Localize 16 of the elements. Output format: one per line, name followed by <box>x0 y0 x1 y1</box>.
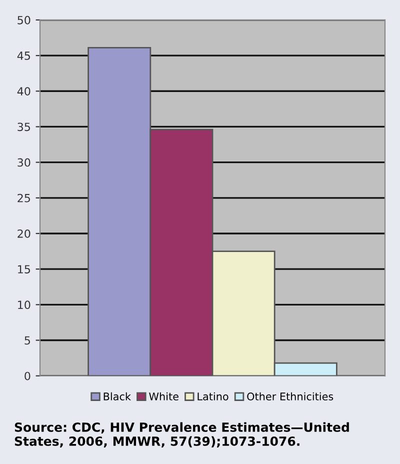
legend-label: Black <box>104 392 131 400</box>
y-tick-label: 20 <box>18 229 30 238</box>
y-tick-label: 15 <box>18 265 30 274</box>
y-tick-label: 40 <box>17 87 30 96</box>
legend-label: Other Ethnicities <box>247 392 334 400</box>
y-tick-label: 30 <box>18 158 30 167</box>
source-note: Source: CDC, HIV Prevalence Estimates—United States, 2006, MMWR, 57(39);1073-1076. <box>14 422 349 448</box>
y-tick-label: 0 <box>24 372 30 380</box>
y-tick-label: 45 <box>17 52 30 60</box>
y-tick-label: 25 <box>18 194 30 202</box>
y-tick-label: 35 <box>18 122 30 132</box>
legend-label: White <box>149 392 178 400</box>
y-tick-label: 50 <box>18 16 30 24</box>
y-tick-label: 5 <box>24 336 30 345</box>
y-tick-label: 10 <box>18 300 30 310</box>
legend-label: Latino <box>198 392 228 400</box>
